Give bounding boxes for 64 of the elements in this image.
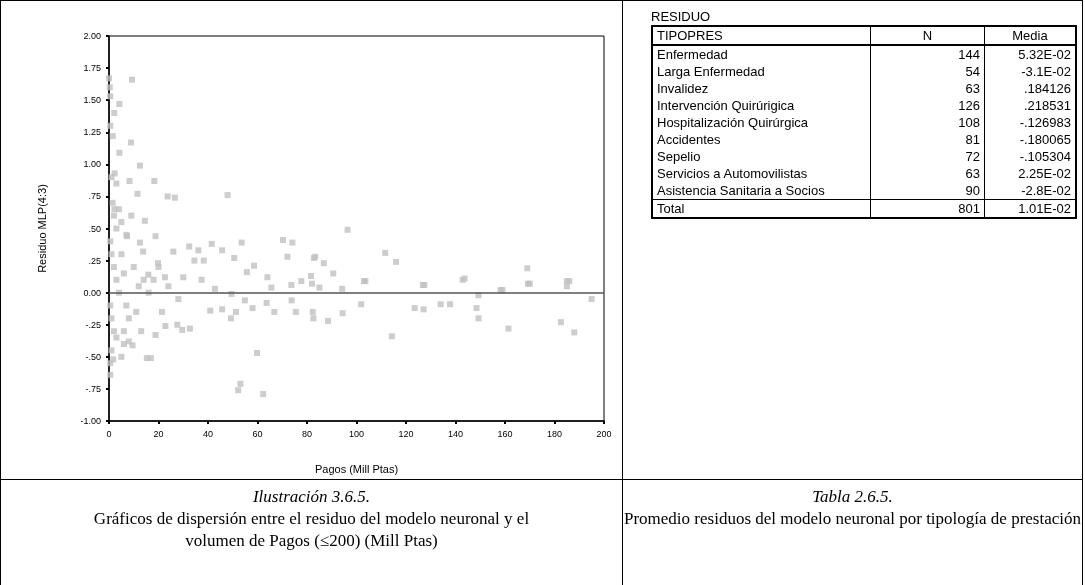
y-tick-label: 2.00 — [83, 31, 101, 41]
y-axis-title: Residuo MLP(4:3) — [35, 184, 48, 273]
x-tick-label: 100 — [348, 428, 365, 439]
y-tick-label: .50 — [88, 223, 101, 234]
data-label: -.105304 — [984, 148, 1076, 165]
category-label: Larga Enfermedad — [652, 63, 871, 80]
x-tick-label: 140 — [447, 428, 464, 439]
data-label: -3.1E-02 — [984, 63, 1076, 80]
y-tick-label: 0.00 — [83, 287, 101, 298]
y-tick-label: .75 — [88, 191, 101, 202]
data-label: -.180065 — [984, 131, 1076, 148]
text: Ilustración 3.6.5. — [251, 486, 372, 508]
x-tick-label: 180 — [546, 428, 563, 439]
data-label: .218531 — [984, 97, 1076, 114]
x-tick-label: 120 — [398, 428, 414, 439]
text: Media — [984, 26, 1076, 45]
data-label: 5.32E-02 — [984, 45, 1076, 63]
category-label: Enfermedad — [652, 45, 871, 63]
category-label: Intervención Quirúrigica — [652, 97, 871, 114]
y-tick-label: 1.00 — [83, 159, 101, 170]
data-label: 90 — [870, 182, 985, 200]
category-label: Total — [652, 199, 871, 218]
x-tick-label: 0 — [106, 428, 112, 439]
x-tick-label: 80 — [301, 428, 313, 439]
data-label: 126 — [870, 97, 985, 114]
x-tick-label: 60 — [252, 428, 263, 439]
text: RESIDUO — [651, 9, 712, 24]
text: TIPOPRES — [652, 26, 871, 45]
data-label: 801 — [870, 199, 985, 218]
category-label: Sepelio — [652, 148, 871, 165]
data-label: 2.25E-02 — [984, 165, 1076, 182]
x-tick-label: 160 — [497, 428, 513, 439]
category-label: Servicios a Automovilistas — [652, 165, 871, 182]
text: N — [870, 26, 985, 45]
y-tick-label: 1.25 — [83, 127, 101, 138]
data-label: .184126 — [984, 80, 1076, 97]
x-tick-label: 40 — [202, 428, 214, 439]
data-label: 63 — [870, 165, 985, 182]
category-label: Asistencia Sanitaria a Socios — [652, 182, 871, 200]
data-label: 63 — [870, 80, 985, 97]
x-tick-label: 200 — [596, 428, 612, 439]
category-label: Hospitalización Quirúrgica — [652, 114, 871, 131]
data-label: -2.8E-02 — [984, 182, 1076, 200]
x-axis-title: Pagos (Mill Ptas) — [314, 462, 399, 475]
text: Gráficos de dispersión entre el residuo del modelo neuronal y el volumen de Pagos (≤200) (Mill Ptas) — [92, 508, 531, 552]
data-label: 54 — [870, 63, 985, 80]
y-tick-label: 1.50 — [83, 95, 101, 106]
category-label: Accidentes — [652, 131, 871, 148]
y-tick-label: -.25 — [85, 319, 101, 330]
y-tick-label: -.75 — [85, 383, 101, 394]
y-tick-label: 1.75 — [83, 63, 101, 74]
y-tick-label: .25 — [88, 255, 101, 266]
category-label: Invalidez — [652, 80, 871, 97]
data-label: -.126983 — [984, 114, 1076, 131]
data-label: 81 — [870, 131, 985, 148]
text: Promedio residuos del modelo neuronal por tipología de prestación — [623, 508, 1082, 530]
x-tick-label: 20 — [153, 428, 164, 439]
data-label: 1.01E-02 — [984, 199, 1076, 218]
data-label: 108 — [870, 114, 985, 131]
data-label: 72 — [870, 148, 985, 165]
y-tick-label: -.50 — [85, 351, 101, 362]
y-tick-label: -1.00 — [80, 416, 101, 426]
text: Tabla 2.6.5. — [811, 486, 894, 508]
data-label: 144 — [870, 45, 985, 63]
